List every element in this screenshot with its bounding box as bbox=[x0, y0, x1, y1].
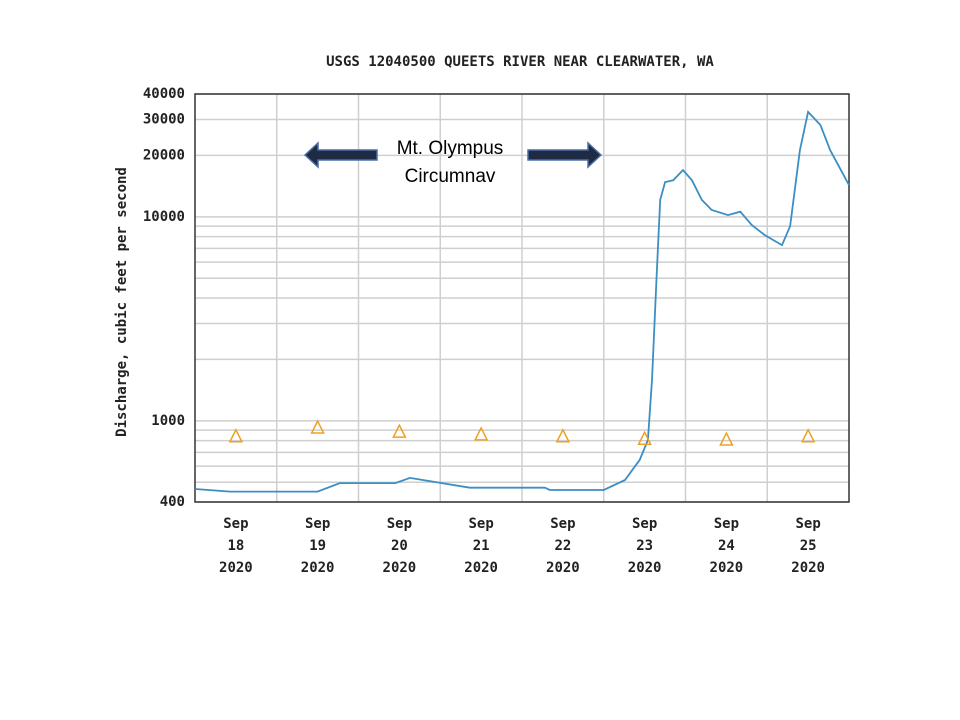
grid bbox=[195, 93, 849, 503]
x-tick-label: Sep 18 2020 bbox=[219, 516, 253, 576]
x-tick-label: Sep 21 2020 bbox=[464, 516, 498, 576]
x-tick-label: Sep 25 2020 bbox=[791, 516, 825, 576]
y-tick-label: 20000 bbox=[143, 147, 185, 163]
y-tick-label: 400 bbox=[160, 494, 185, 510]
arrow bbox=[527, 141, 603, 169]
y-tick-label: 10000 bbox=[143, 209, 185, 225]
y-tick-label: 30000 bbox=[143, 111, 185, 127]
median-marker bbox=[555, 428, 571, 443]
arrow-left bbox=[303, 141, 378, 169]
arrow-right bbox=[527, 141, 603, 169]
median-marker bbox=[228, 428, 244, 443]
x-tick-label: Sep 22 2020 bbox=[546, 516, 580, 576]
discharge-line bbox=[194, 110, 850, 493]
median-marker bbox=[800, 428, 816, 443]
x-tick-label: Sep 20 2020 bbox=[382, 516, 417, 576]
y-tick-label: 40000 bbox=[143, 86, 185, 102]
plot-frame bbox=[194, 93, 850, 503]
arrow bbox=[303, 141, 378, 169]
median-marker bbox=[310, 419, 325, 434]
y-axis-label: Discharge, cubic feet per second bbox=[114, 167, 130, 437]
median-marker bbox=[473, 426, 489, 441]
annotation-line: Mt. Olympus bbox=[397, 138, 504, 159]
y-tick-label: 1000 bbox=[151, 413, 185, 429]
x-tick-label: Sep 24 2020 bbox=[709, 516, 744, 576]
x-tick-label: Sep 23 2020 bbox=[627, 516, 662, 576]
x-tick-label: Sep 19 2020 bbox=[300, 516, 335, 576]
median-marker bbox=[637, 430, 652, 446]
median-marker bbox=[719, 431, 734, 446]
median-marker bbox=[392, 423, 407, 438]
annotation-line: Circumnav bbox=[405, 166, 496, 187]
chart-title: USGS 12040500 QUEETS RIVER NEAR CLEARWAT… bbox=[326, 54, 714, 70]
